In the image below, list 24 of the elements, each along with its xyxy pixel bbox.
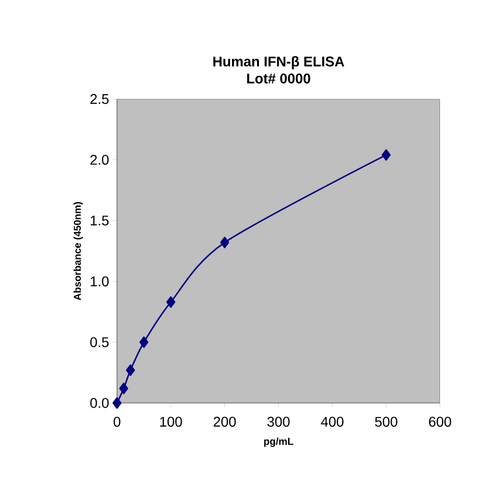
point [139, 336, 148, 348]
y-tick-label: 2.5 [90, 94, 109, 104]
chart-subtitle: Lot# 0000 [247, 74, 310, 84]
point [220, 236, 230, 248]
y-tick-label: 1.0 [90, 276, 109, 286]
x-tick-label: 300 [267, 416, 290, 427]
x-tick-label: 500 [375, 416, 398, 427]
x-tick-label: 600 [429, 416, 452, 427]
y-tick-label: 0.5 [90, 337, 109, 348]
y-tick-label: 1.5 [90, 216, 109, 226]
y-tick-label: 2.0 [90, 154, 109, 165]
y-axis-title: Absorbance (450nm) [74, 202, 83, 300]
x-axis-title: pg/mL [264, 438, 294, 447]
x-tick-label: 0 [114, 416, 120, 427]
x-tick-label: 200 [214, 416, 236, 427]
chart-title: Human IFN-β ELISA [213, 56, 344, 70]
point [112, 397, 122, 409]
point [166, 296, 176, 308]
x-tick-label: 100 [160, 416, 182, 427]
point [126, 364, 135, 376]
y-tick-label: 0.0 [90, 398, 109, 408]
point [119, 382, 128, 394]
point [382, 149, 391, 161]
x-tick-label: 400 [320, 416, 344, 427]
